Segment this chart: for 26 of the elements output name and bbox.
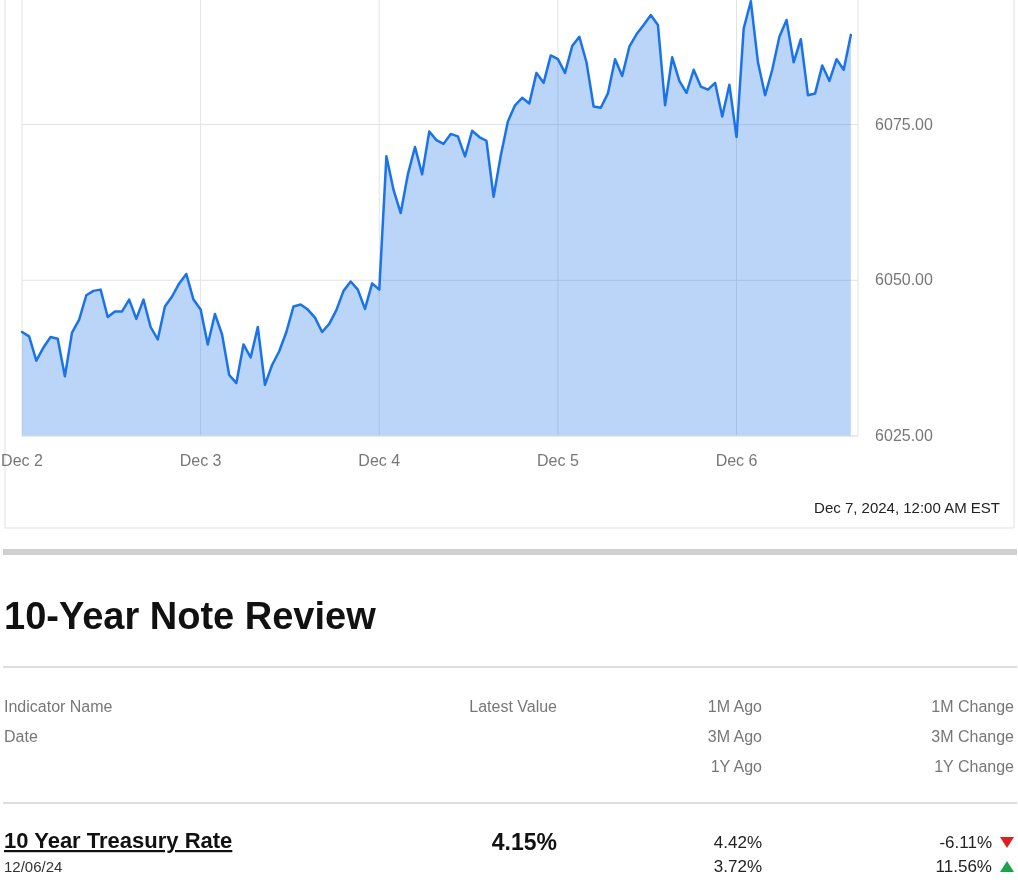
text: 1M Ago bbox=[707, 698, 763, 715]
x-tick-label: Dec 2 bbox=[1, 452, 43, 469]
text: 12/06/24 bbox=[4, 858, 63, 875]
text: 3.72% bbox=[713, 857, 762, 876]
text: 3M Ago bbox=[707, 728, 763, 745]
text: Date bbox=[4, 728, 38, 745]
text: Indicator Name bbox=[4, 698, 113, 715]
text: 11.56% bbox=[935, 857, 992, 876]
x-tick-label: Dec 4 bbox=[358, 452, 401, 469]
y-tick-label: 6050.00 bbox=[875, 271, 934, 289]
text: Dec 7, 2024, 12:00 AM EST bbox=[814, 499, 1000, 516]
y-tick-label: 6025.00 bbox=[875, 427, 934, 444]
text: 4.42% bbox=[713, 833, 762, 852]
x-tick-label: Dec 6 bbox=[715, 452, 758, 469]
text: 10-Year Note Review bbox=[4, 595, 377, 637]
text: 10 Year Treasury Rate bbox=[4, 828, 233, 853]
text: 4.15% bbox=[491, 829, 557, 855]
text: 3M Change bbox=[931, 728, 1015, 745]
text: -6.11% bbox=[939, 833, 992, 852]
text: 1M Change bbox=[931, 698, 1015, 715]
x-tick-label: Dec 5 bbox=[537, 452, 579, 469]
text: 1Y Change bbox=[934, 758, 1015, 775]
text: Latest Value bbox=[469, 698, 558, 715]
y-tick-label: 6075.00 bbox=[875, 115, 934, 133]
text: 1Y Ago bbox=[710, 758, 763, 775]
x-tick-label: Dec 3 bbox=[179, 452, 222, 469]
